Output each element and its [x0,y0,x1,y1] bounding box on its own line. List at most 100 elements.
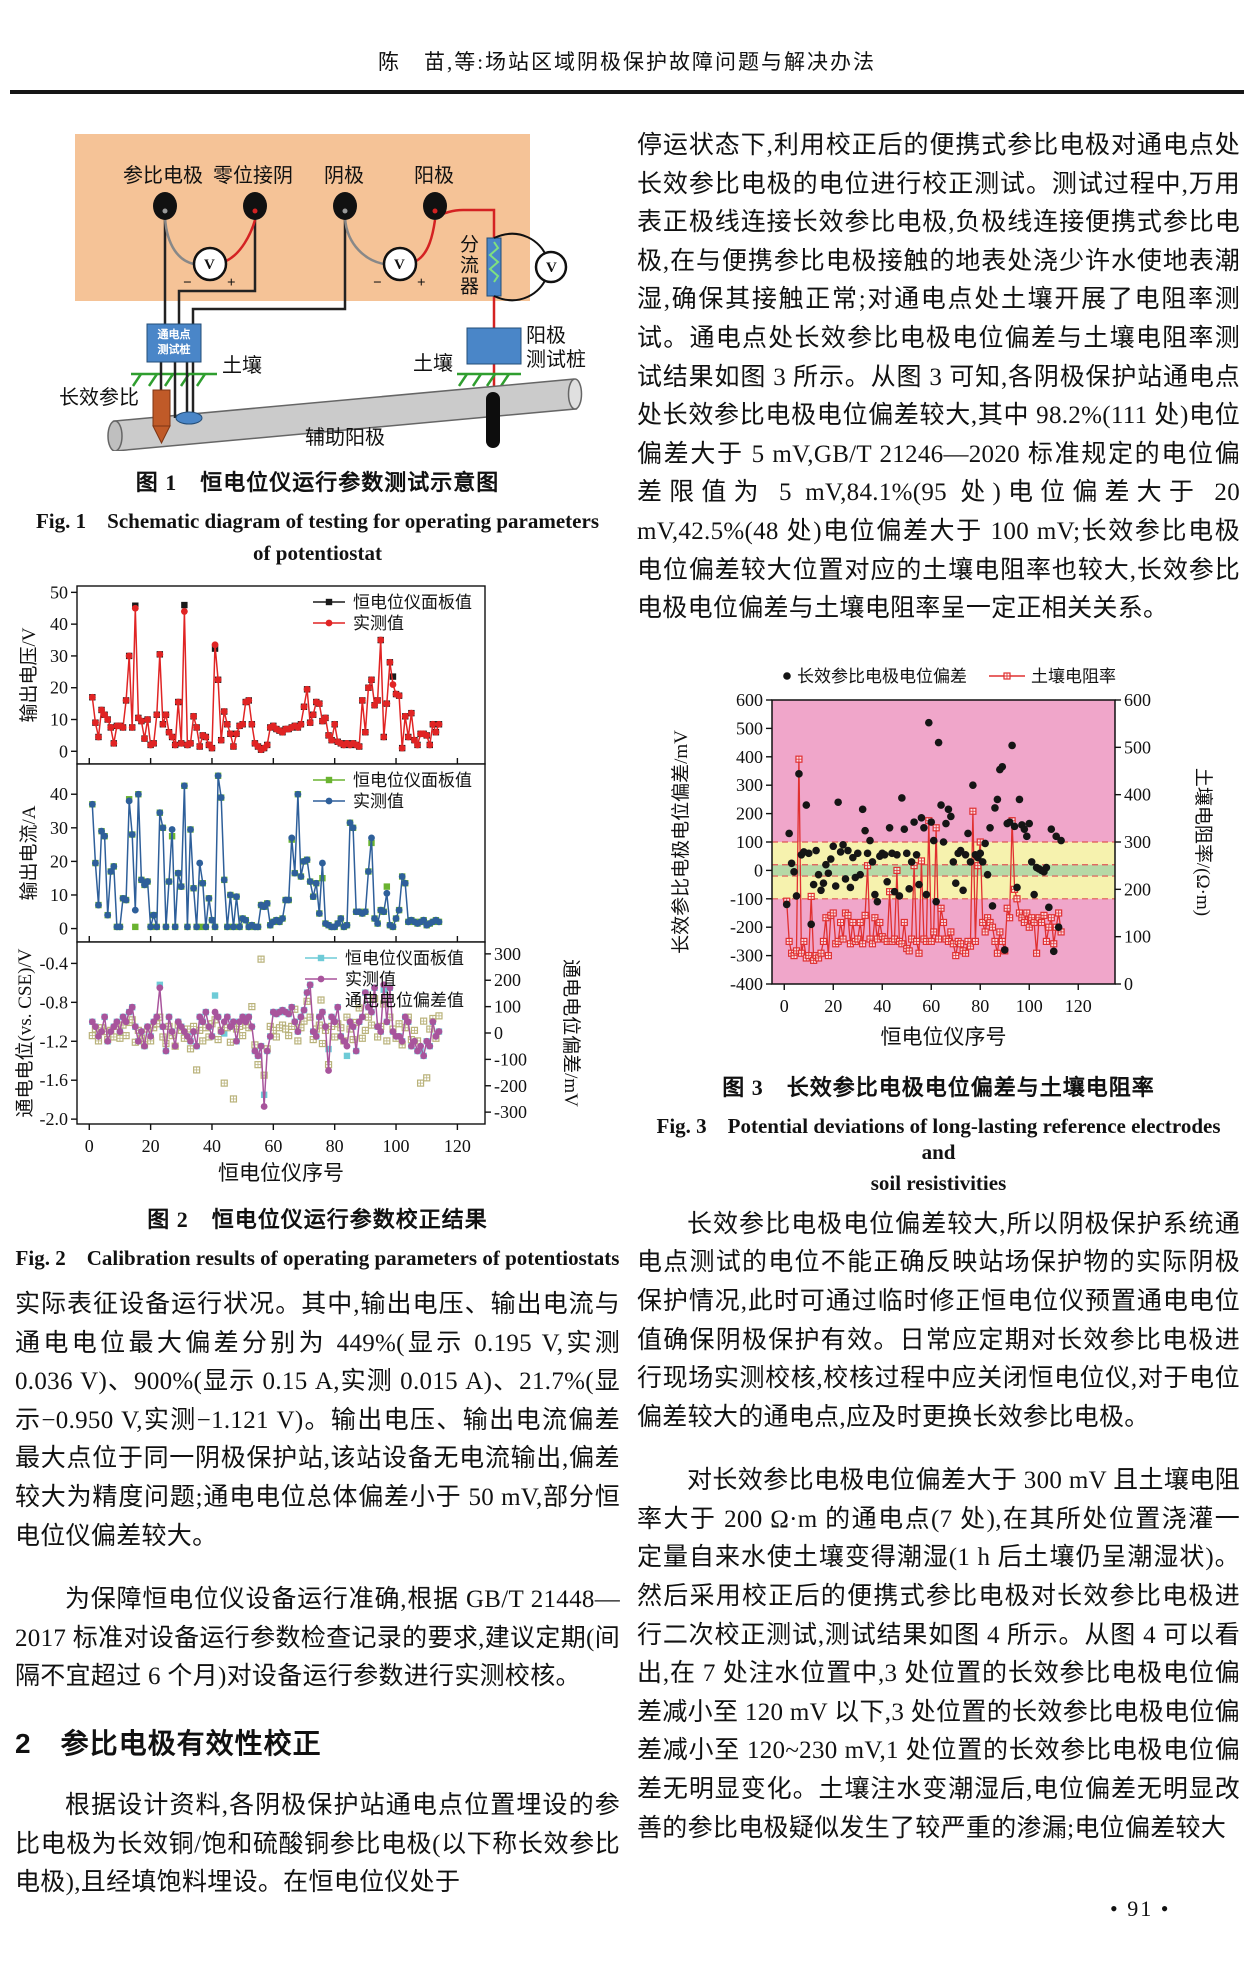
figure3-caption-en2: soil resistivities [870,1170,1007,1195]
svg-text:10: 10 [50,885,68,905]
svg-text:60: 60 [264,1136,282,1156]
svg-text:120: 120 [444,1136,471,1156]
minus-sign: − [183,275,192,291]
svg-text:恒电位仪序号: 恒电位仪序号 [881,1025,1007,1049]
svg-text:60: 60 [922,996,940,1016]
powered-point-test-post-box [146,323,202,363]
terminal-label-cathode: 阴极 [324,165,364,187]
series-实测值 [88,604,443,754]
svg-text:-0.8: -0.8 [40,992,69,1012]
voltmeter-v-label: V [394,257,405,273]
minus-sign: − [373,275,382,291]
svg-text:400: 400 [1124,784,1151,804]
figure1-schematic: 参比电极 零位接阴 阴极 阳极 V V V − + − + 分流器 通电点 测试… [15,106,620,452]
figure3-chart: 6005004003002001000-100-200-300-40060050… [670,666,1214,1049]
svg-text:200: 200 [736,803,763,823]
svg-text:土壤电阻率: 土壤电阻率 [1031,666,1116,686]
svg-text:500: 500 [736,718,763,738]
svg-text:0: 0 [1124,974,1133,994]
svg-text:-100: -100 [494,1049,527,1069]
svg-text:20: 20 [50,851,68,871]
svg-text:-200: -200 [494,1076,527,1096]
figure2-caption-zh: 图 2 恒电位仪运行参数校正结果 [147,1207,488,1232]
body-paragraph: 停运状态下,利用校正后的便携式参比电极对通电点处长效参比电极的电位进行校正测试。… [637,132,1240,623]
panel-fig2_potential: -2.0-1.6-1.2-0.8-0.4 3002001000-100-200-3… [15,941,582,1156]
svg-text:土壤电阻率/(Ω·m): 土壤电阻率/(Ω·m) [1192,768,1214,916]
svg-text:200: 200 [1124,879,1151,899]
figure3-caption-zh: 图 3 长效参比电极电位偏差与土壤电阻率 [722,1074,1155,1100]
fig3-plot: 6005004003002001000-100-200-300-40060050… [670,666,1214,1049]
svg-text:0: 0 [59,741,68,761]
svg-text:恒电位仪序号: 恒电位仪序号 [218,1161,344,1185]
svg-text:通电电位偏差值: 通电电位偏差值 [345,991,464,1010]
voltmeter-1 [192,246,228,282]
svg-text:500: 500 [1124,737,1151,757]
terminal-label-reference: 参比电极 [123,165,203,187]
svg-text:长效参比电极电位偏差: 长效参比电极电位偏差 [797,667,967,686]
series-soil-resistivity [783,755,1065,964]
svg-text:50: 50 [50,582,68,602]
svg-text:100: 100 [1016,996,1043,1016]
soil-label-left: 土壤 [222,355,262,377]
figure3-caption-en: Fig. 3 Potential deviations of long-last… [656,1113,1221,1164]
svg-text:200: 200 [494,970,521,990]
svg-text:-100: -100 [730,889,763,909]
svg-text:恒电位仪面板值: 恒电位仪面板值 [345,949,464,968]
svg-text:600: 600 [736,690,763,710]
svg-text:恒电位仪面板值: 恒电位仪面板值 [353,593,472,612]
svg-text:20: 20 [50,678,68,698]
anode-test-post-box [466,327,522,365]
figure1-caption-en: Fig. 1 Schematic diagram of testing for … [35,509,599,533]
svg-text:400: 400 [736,747,763,767]
auxiliary-anode-label: 辅助阳极 [305,427,385,449]
right-column: 停运状态下,利用校正后的便携式参比电极对通电点处长效参比电极的电位进行校正测试。… [637,102,1240,1873]
svg-text:40: 40 [50,614,68,634]
svg-text:100: 100 [383,1136,410,1156]
svg-text:-1.6: -1.6 [40,1070,69,1090]
svg-text:输出电流/A: 输出电流/A [18,805,40,900]
body-paragraph: 长效参比电极电位偏差较大,所以阴极保护系统通电点测试的电位不能正确反映站场保护物… [637,1210,1240,1431]
svg-text:0: 0 [780,996,789,1016]
svg-text:30: 30 [50,818,68,838]
svg-text:-300: -300 [494,1102,527,1122]
voltmeter-v-label: V [204,257,215,273]
svg-text:长效参比电极电位偏差/mV: 长效参比电极电位偏差/mV [670,730,692,954]
svg-text:300: 300 [736,775,763,795]
svg-text:100: 100 [736,832,763,852]
svg-text:0: 0 [494,1023,503,1043]
svg-text:-0.4: -0.4 [40,953,69,973]
series-实测值 [88,772,443,931]
svg-text:0: 0 [59,919,68,939]
svg-text:-2.0: -2.0 [40,1109,69,1129]
svg-text:-300: -300 [730,945,763,965]
left-column: 参比电极 零位接阴 阴极 阳极 V V V − + − + 分流器 通电点 测试… [15,106,620,1928]
voltmeter-v-label: V [546,260,557,276]
svg-text:100: 100 [1124,926,1151,946]
svg-text:80: 80 [326,1136,344,1156]
svg-text:300: 300 [1124,832,1151,852]
terminal-label-anode: 阳极 [414,165,454,187]
svg-text:20: 20 [824,996,842,1016]
soil-label-right: 土壤 [413,353,453,375]
figure1-caption-en2: of potentiostat [253,541,382,565]
svg-text:恒电位仪面板值: 恒电位仪面板值 [353,771,472,790]
header-rule [10,90,1244,94]
voltmeter-2 [382,246,418,282]
svg-text:40: 40 [873,996,891,1016]
body-paragraph: 实际表征设备运行状况。其中,输出电压、输出电流与通电电位最大偏差分别为 449%… [15,1291,620,1550]
shunt-body [486,237,502,297]
voltmeter-3 [534,250,568,284]
figure2-caption-en: Fig. 2 Calibration results of operating … [15,1246,620,1270]
svg-text:0: 0 [754,860,763,880]
svg-text:80: 80 [971,996,989,1016]
figure1-caption-zh: 图 1 恒电位仪运行参数测试示意图 [135,470,500,495]
svg-text:30: 30 [50,646,68,666]
body-paragraph: 为保障恒电位仪设备运行准确,根据 GB/T 21448—2017 标准对设备运行… [15,1586,620,1691]
page-header: 陈 苗,等:场站区域阴极保护故障问题与解决办法 [377,50,877,74]
body-paragraph: 对长效参比电极电位偏差大于 300 mV 且土壤电阻率大于 200 Ω·m 的通… [637,1467,1240,1842]
svg-text:300: 300 [494,944,521,964]
svg-text:-400: -400 [730,974,763,994]
plus-sign: + [417,275,426,291]
